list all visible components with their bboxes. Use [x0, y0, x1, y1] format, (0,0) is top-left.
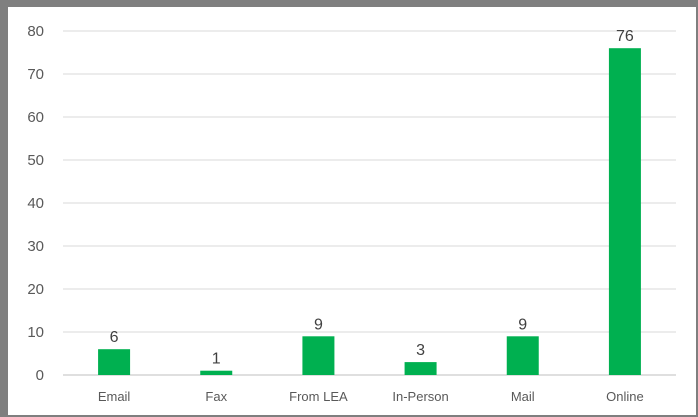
bar-from-lea — [302, 336, 335, 375]
data-label: 76 — [616, 28, 634, 45]
y-tick-label: 60 — [27, 109, 44, 126]
bar-mail — [506, 336, 539, 375]
y-tick-label: 20 — [27, 281, 44, 298]
data-labels: 6 1 9 3 9 76 — [110, 28, 634, 368]
y-tick-label: 80 — [27, 23, 44, 40]
x-tick-label: Email — [98, 389, 131, 404]
bar-email — [98, 349, 131, 375]
x-tick-label: Fax — [205, 389, 227, 404]
bar-in-person — [404, 362, 437, 375]
y-tick-label: 40 — [27, 195, 44, 212]
bar-fax — [200, 370, 233, 375]
bar-online — [608, 48, 641, 375]
y-tick-label: 30 — [27, 238, 44, 255]
x-tick-label: From LEA — [289, 389, 348, 404]
x-tick-label: Mail — [511, 389, 535, 404]
data-label: 9 — [314, 316, 323, 333]
x-axis-ticks: Email Fax From LEA In-Person Mail Online — [98, 389, 644, 404]
y-tick-label: 0 — [36, 367, 44, 384]
y-tick-label: 10 — [27, 324, 44, 341]
y-tick-label: 70 — [27, 66, 44, 83]
y-axis-ticks: 0 10 20 30 40 50 60 70 80 — [27, 23, 44, 384]
bars — [98, 48, 641, 375]
x-tick-label: Online — [606, 389, 644, 404]
data-label: 6 — [110, 329, 119, 346]
x-tick-label: In-Person — [392, 389, 448, 404]
gridlines — [63, 30, 676, 376]
data-label: 3 — [416, 342, 425, 359]
y-tick-label: 50 — [27, 152, 44, 169]
data-label: 1 — [212, 351, 221, 368]
data-label: 9 — [518, 316, 527, 333]
